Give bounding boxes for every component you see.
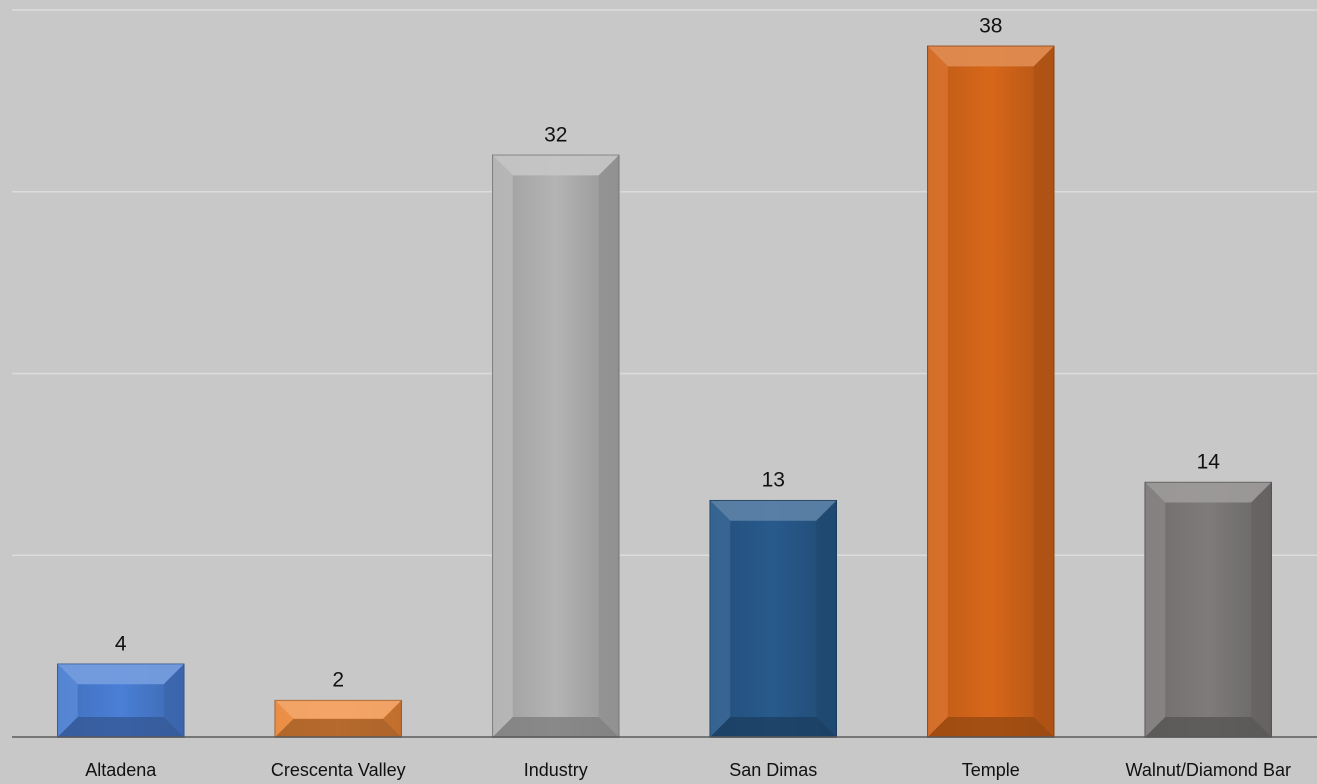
data-label: 2	[332, 669, 344, 692]
x-tick-label: Altadena	[85, 760, 157, 780]
bar-bevel-left	[1145, 482, 1166, 737]
bar-bevel-left	[57, 664, 78, 737]
bar-bevel-left	[492, 155, 513, 737]
x-tick-label: San Dimas	[729, 760, 817, 780]
bar-bevel-left	[710, 500, 731, 737]
bar-bevel-bottom	[1145, 717, 1272, 737]
x-tick-label: Industry	[524, 760, 588, 780]
bar-bevel-right	[816, 500, 837, 737]
bar-bevel-top	[927, 46, 1054, 67]
data-label: 13	[762, 469, 785, 492]
bar-bevel-bottom	[275, 718, 402, 737]
bar-san-dimas	[709, 499, 837, 738]
bar-bevel-top	[710, 500, 837, 521]
data-label: 32	[544, 123, 567, 146]
bar-bevel-left	[275, 700, 294, 737]
bar-bevel-top	[1145, 482, 1272, 503]
x-tick-label: Temple	[962, 760, 1020, 780]
bars	[57, 45, 1272, 738]
bar-bevel-bottom	[492, 717, 619, 737]
bar	[1144, 481, 1272, 738]
bar-crescenta-valley	[274, 699, 402, 738]
bar-bevel-right	[1033, 46, 1054, 738]
bar-altadena	[57, 663, 185, 738]
bar-bevel-top	[275, 700, 402, 719]
bar-bevel-right	[598, 155, 619, 737]
bar-bevel-top	[57, 664, 184, 685]
bar-bevel-top	[492, 155, 619, 176]
x-tick-labels: Altadena Crescenta Valley Industry San Dima…	[85, 760, 1291, 780]
x-tick-label: Crescenta Valley	[271, 760, 406, 780]
bar-bevel-right	[383, 700, 402, 737]
bar-industry	[492, 154, 620, 738]
data-labels: 4 2 32 13 38 14	[115, 14, 1220, 691]
bar-bevel-bottom	[710, 717, 837, 737]
data-label: 14	[1197, 451, 1221, 474]
bar-bevel-bottom	[927, 717, 1054, 737]
bar-walnut-diamond-bar	[1144, 481, 1272, 738]
bar-bevel-bottom	[57, 717, 184, 737]
bar-temple	[927, 45, 1055, 738]
gridlines	[12, 9, 1317, 556]
bar-bevel-left	[927, 46, 948, 738]
bar-bevel-right	[163, 664, 184, 737]
bar-bevel-right	[1251, 482, 1272, 737]
data-label: 4	[115, 632, 127, 655]
data-label: 38	[979, 14, 1002, 37]
x-tick-label: Walnut/Diamond Bar	[1126, 760, 1291, 780]
